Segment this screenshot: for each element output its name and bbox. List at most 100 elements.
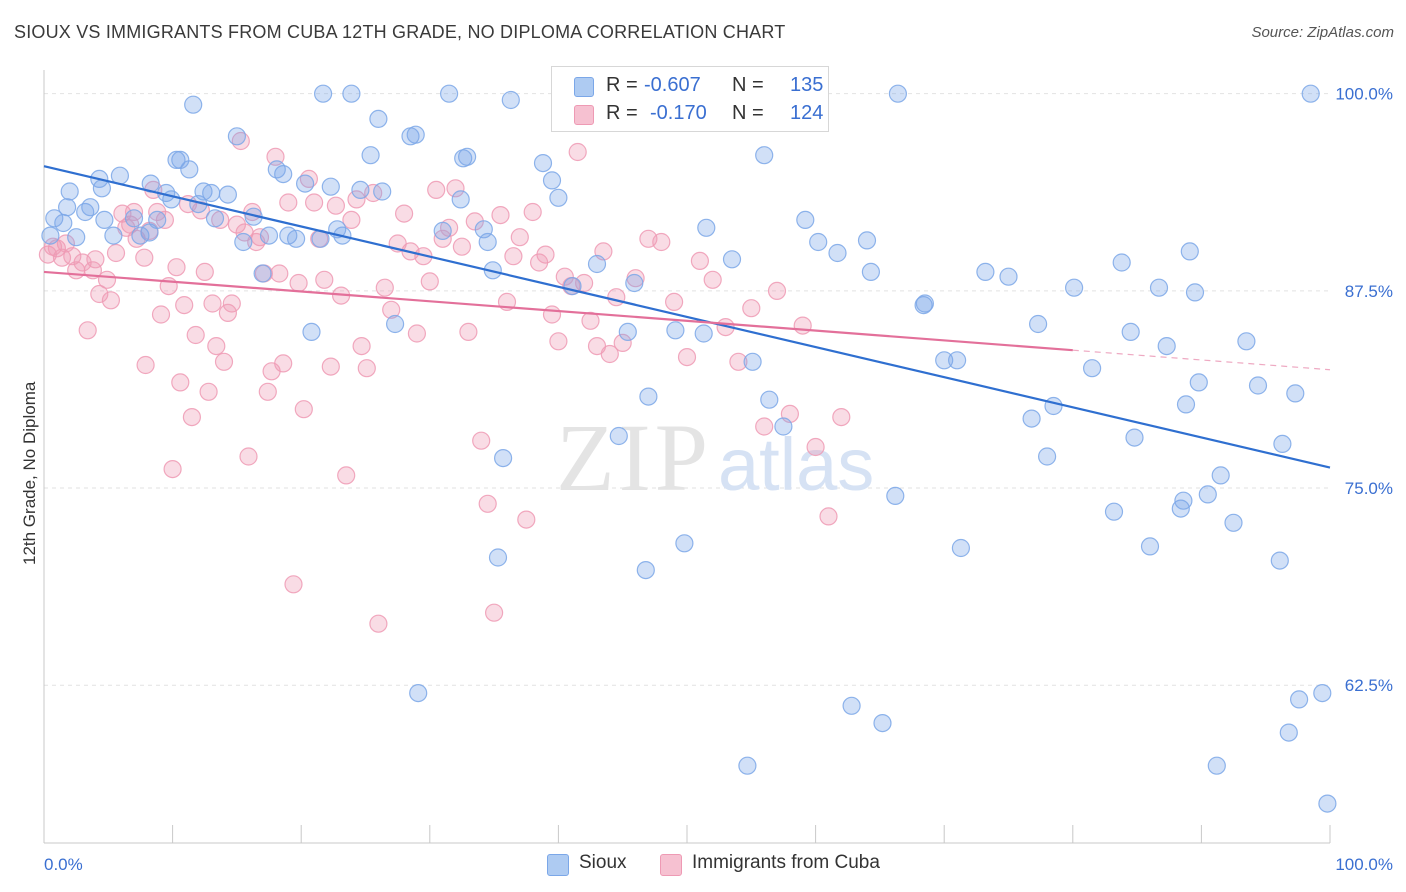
cuba-point xyxy=(90,284,109,304)
cuba-point xyxy=(63,247,82,266)
legend-label-cuba: Immigrants from Cuba xyxy=(692,852,880,873)
sioux-point xyxy=(743,352,762,371)
cuba-point xyxy=(613,333,632,352)
sioux-point xyxy=(218,185,237,204)
x-tick-label: 100.0% xyxy=(1335,855,1393,874)
cuba-point xyxy=(106,243,126,263)
cuba-point xyxy=(664,292,684,311)
cuba-point xyxy=(78,321,97,340)
legend-n-label: N = xyxy=(732,74,764,96)
sioux-point xyxy=(1028,314,1048,334)
cuba-point xyxy=(203,294,222,313)
y-tick-label: 87.5% xyxy=(1345,282,1393,301)
x-tick-label: 0.0% xyxy=(44,855,83,874)
axes xyxy=(43,70,1331,844)
sioux-point xyxy=(321,177,340,196)
sioux-point xyxy=(194,182,213,201)
sioux-point xyxy=(976,262,995,281)
cuba-point xyxy=(504,247,523,266)
sioux-point xyxy=(618,322,637,341)
series-cuba-points xyxy=(38,131,851,633)
sioux-point xyxy=(92,179,112,198)
chart-title: SIOUX VS IMMIGRANTS FROM CUBA 12TH GRADE… xyxy=(14,22,786,42)
cuba-point xyxy=(472,431,491,450)
sioux-point xyxy=(999,267,1018,286)
sioux-point xyxy=(369,109,388,129)
sioux-point xyxy=(549,188,568,207)
cuba-point xyxy=(289,273,308,293)
cuba-point xyxy=(607,288,626,307)
sioux-point xyxy=(440,84,459,103)
cuba-point xyxy=(369,614,388,633)
sioux-point xyxy=(951,538,971,558)
cuba-point xyxy=(652,232,671,252)
sioux-point xyxy=(533,154,553,173)
cuba-point xyxy=(155,210,174,229)
cuba-point xyxy=(274,354,293,373)
cuba-point xyxy=(555,267,574,286)
cuba-point xyxy=(793,316,812,335)
sioux-point xyxy=(1198,485,1217,504)
legend-n-label: N = xyxy=(732,102,764,124)
legend-r-label: R = xyxy=(606,102,638,124)
sioux-point xyxy=(1313,683,1332,703)
watermark: ZIP atlas xyxy=(556,404,874,511)
sioux-point xyxy=(296,174,315,193)
sioux-point xyxy=(1279,723,1298,742)
cuba-point xyxy=(755,417,774,436)
sioux-point xyxy=(259,226,279,245)
cuba-point xyxy=(151,305,171,324)
sioux-point xyxy=(202,183,221,203)
sioux-point xyxy=(1157,337,1176,356)
cuba-point xyxy=(574,273,594,293)
legend-r-label: R = xyxy=(606,74,638,96)
sioux-point xyxy=(451,190,470,209)
sioux-point xyxy=(501,90,520,110)
sioux-point xyxy=(314,84,333,103)
y-axis-title: 12th Grade, No Diploma xyxy=(20,381,39,565)
sioux-point xyxy=(302,322,321,341)
sioux-point xyxy=(406,125,425,144)
cuba-point xyxy=(167,258,186,277)
trend-lines xyxy=(43,165,1331,469)
sioux-point xyxy=(1174,491,1193,510)
sioux-point xyxy=(888,84,908,103)
sioux-point xyxy=(67,228,86,247)
legend-swatch-cuba xyxy=(574,105,594,125)
sioux-point xyxy=(1044,396,1063,416)
sioux-point xyxy=(488,548,508,567)
cuba-point xyxy=(222,294,241,313)
sioux-point xyxy=(1318,794,1337,813)
cuba-point xyxy=(485,603,504,622)
sioux-point xyxy=(1140,537,1160,556)
cuba-point xyxy=(819,507,838,526)
cuba-point xyxy=(600,344,619,364)
cuba-point xyxy=(199,382,218,401)
y-tick-label: 62.5% xyxy=(1345,676,1393,695)
sioux-point xyxy=(809,232,828,252)
sioux-point xyxy=(1112,253,1131,272)
sioux-point xyxy=(458,147,477,166)
sioux-point xyxy=(1211,466,1230,485)
sioux-point xyxy=(287,229,306,248)
cuba-point xyxy=(375,278,394,297)
legend-swatch-cuba xyxy=(660,854,682,876)
cuba-point xyxy=(742,299,761,318)
sioux-point xyxy=(935,351,954,370)
cuba-point xyxy=(729,352,748,371)
y-tick-label: 75.0% xyxy=(1345,479,1393,498)
sioux-point xyxy=(433,221,452,240)
sioux-point xyxy=(1082,359,1102,378)
legend-r-value: -0.170 xyxy=(650,102,707,124)
sioux-point xyxy=(342,84,361,103)
sioux-point xyxy=(587,254,607,274)
sioux-point xyxy=(57,198,77,217)
cuba-point xyxy=(136,355,155,375)
watermark-zip: ZIP xyxy=(556,404,712,511)
sioux-point xyxy=(542,171,562,190)
sioux-point xyxy=(1180,242,1199,261)
sioux-point xyxy=(253,264,272,283)
x-tick-labels: 0.0% 100.0% xyxy=(44,855,1393,874)
legend-n-value: 135 xyxy=(790,74,824,96)
